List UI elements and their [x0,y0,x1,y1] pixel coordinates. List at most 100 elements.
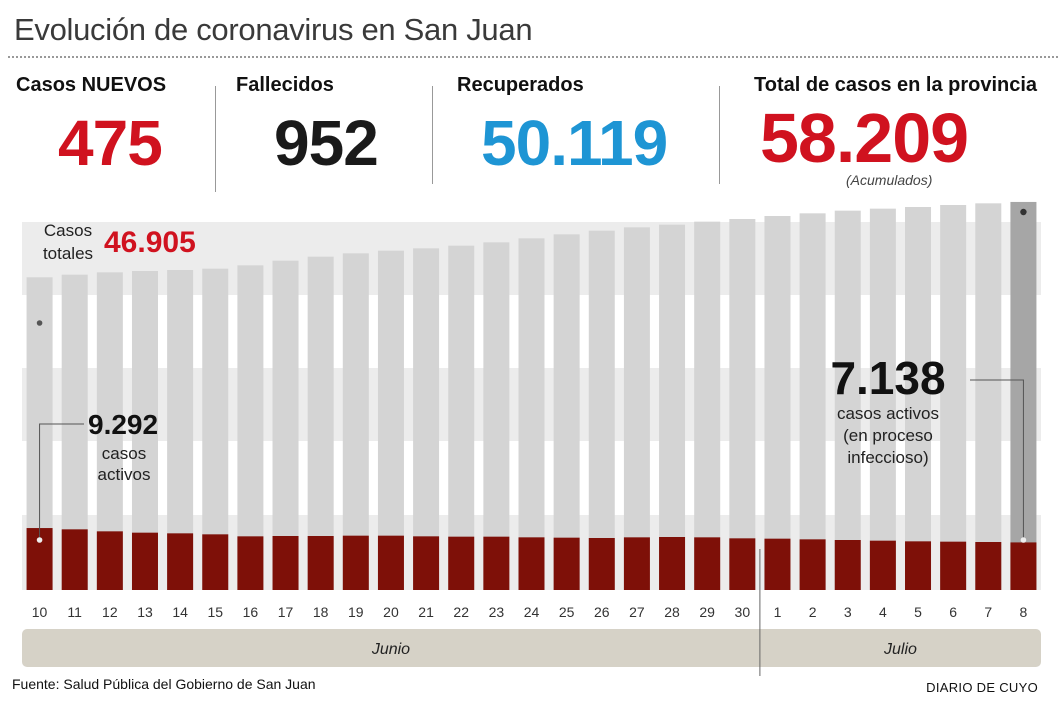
annotation-value: 9.292 [88,409,158,440]
bar-totales [975,203,1002,591]
bar-activos [167,533,194,590]
bar-activos [940,541,967,590]
stat-separator [432,86,433,184]
bar-totales [377,250,404,590]
bar-totales [272,260,299,590]
stat-value: 475 [58,107,163,179]
stat-separator [215,86,216,192]
annotation-text: casos [102,444,146,463]
bar-activos [272,536,299,590]
x-tick-label: 29 [699,604,715,620]
annotation-value: 46.905 [104,226,196,259]
x-tick-label: 8 [1020,604,1028,620]
bar-totales [764,216,791,590]
stat-casos-nuevos: Casos NUEVOS 475 [16,74,166,175]
x-tick-label: 6 [949,604,957,620]
stat-label: Casos NUEVOS [16,74,167,96]
annotation-dot [36,320,43,326]
stat-value: 50.119 [481,107,668,179]
bar-activos [623,537,650,590]
annotation-value: 7.138 [830,352,945,404]
annotation-text: totales [43,244,93,263]
x-tick-label: 12 [102,604,118,620]
bar-activos [202,534,229,590]
x-tick-label: 19 [348,604,364,620]
x-tick-label: 18 [313,604,329,620]
x-tick-label: 25 [559,604,575,620]
bar-activos [237,536,264,590]
bar-activos [975,542,1002,590]
bar-activos [413,536,440,590]
bar-totales [518,238,545,591]
x-tick-label: 22 [453,604,469,620]
x-tick-label: 7 [984,604,992,620]
bar-activos [694,537,721,590]
bar-activos [61,529,88,590]
bar-totales [237,265,264,590]
bar-totales [659,224,686,590]
x-tick-label: 26 [594,604,610,620]
bar-activos [659,537,686,590]
x-tick-label: 17 [278,604,294,620]
x-tick-label: 30 [735,604,751,620]
bar-activos [905,541,932,590]
bar-totales [905,207,932,590]
stat-total: Total de casos en la provincia 58.209 [754,74,1037,173]
x-tick-label: 20 [383,604,399,620]
bar-totales [483,242,510,591]
bar-totales [834,210,861,590]
bar-activos [307,536,334,590]
bar-totales [448,245,475,590]
bar-activos [1010,542,1037,590]
annotation-dot [1020,208,1027,216]
brand-label: DIARIO DE CUYO [926,680,1038,695]
bar-activos [764,538,791,590]
annotation-leader [970,379,1024,540]
annotation-text: (en proceso [843,426,933,445]
bar-activos [448,536,475,590]
annotation-leader [39,423,84,540]
bar-totales [342,253,369,591]
annotation-text: casos activos [837,404,939,423]
bar-activos [553,537,580,590]
bar-totales [553,234,580,591]
title-divider [8,56,1058,58]
bar-totales [869,208,896,590]
x-tick-label: 2 [809,604,817,620]
bar-totales [799,213,826,591]
total-note: (Acumulados) [846,172,933,188]
x-tick-label: 10 [32,604,48,620]
annotation-text: Casos [44,221,92,240]
bar-activos [834,540,861,590]
x-tick-label: 13 [137,604,153,620]
bar-activos [131,532,158,590]
x-tick-label: 14 [172,604,188,620]
stat-label: Fallecidos [236,74,334,96]
bar-activos [483,536,510,590]
bar-totales [694,221,721,590]
bar-totales [623,227,650,591]
annotation-dot [36,537,43,543]
stat-label: Recuperados [457,74,584,96]
bar-totales [307,256,334,590]
stat-recuperados: Recuperados 50.119 [457,74,668,179]
annotation-text: infeccioso) [847,448,928,467]
x-tick-label: 11 [67,604,82,620]
bar-activos [96,531,123,590]
x-tick-label: 15 [207,604,223,620]
stat-fallecidos: Fallecidos 952 [236,74,379,175]
bar-totales [940,205,967,590]
stat-value: 58.209 [760,99,969,177]
bar-activos [518,537,545,590]
bar-activos [869,540,896,590]
bar-activos [377,535,404,590]
page-title: Evolución de coronavirus en San Juan [14,12,533,47]
bar-totales [588,230,615,590]
month-label: Junio [371,641,410,658]
bar-totales [413,248,440,591]
annotation-dot [1020,537,1027,543]
bar-activos [729,538,756,590]
bar-activos [799,539,826,590]
x-tick-label: 4 [879,604,887,620]
